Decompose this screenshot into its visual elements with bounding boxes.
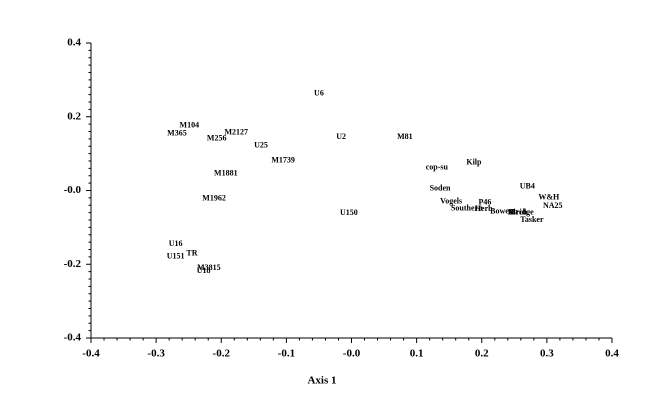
- point-label: Birch: [508, 207, 528, 216]
- x-tick-label: 0.3: [540, 348, 554, 360]
- point-label: U2: [336, 132, 346, 141]
- point-label: Bower: [490, 206, 513, 215]
- point-label: M1962: [202, 193, 226, 202]
- x-tick-label: 0.2: [475, 348, 489, 360]
- x-tick-label: -0.2: [213, 348, 231, 360]
- point-label: U6: [314, 88, 324, 97]
- point-label: NA25: [543, 201, 563, 210]
- x-tick-label: 0.4: [605, 348, 619, 360]
- x-tick-label: -0.4: [82, 348, 100, 360]
- y-tick-label: -0.0: [64, 184, 82, 196]
- point-label: M1739: [271, 155, 295, 164]
- point-label: U150: [340, 208, 358, 217]
- point-label: M365: [167, 129, 187, 138]
- point-label: Bridge: [511, 207, 535, 216]
- point-label: Soden: [430, 183, 451, 192]
- point-label: UB4: [520, 181, 535, 190]
- point-label: Vogels: [440, 196, 462, 205]
- point-label: M2127: [224, 127, 248, 136]
- y-tick-label: -0.2: [64, 258, 82, 270]
- y-tick-label: 0.2: [67, 110, 81, 122]
- point-label: W&H: [538, 192, 560, 201]
- point-label: cop-su: [426, 162, 449, 171]
- point-label: M1881: [214, 168, 238, 177]
- point-label: U151: [167, 251, 185, 260]
- point-label: M81: [397, 132, 413, 141]
- x-tick-label: -0.1: [278, 348, 295, 360]
- x-tick-label: -0.0: [343, 348, 361, 360]
- point-label: Kilp: [466, 157, 482, 166]
- point-label: M3815: [197, 263, 221, 272]
- point-label: U18: [197, 266, 211, 275]
- point-label: U16: [169, 239, 183, 248]
- point-label: M104: [180, 120, 200, 129]
- point-label: Herb: [475, 204, 493, 213]
- y-tick-label: -0.4: [64, 332, 82, 344]
- point-label: Mt: [508, 207, 519, 216]
- point-label: U25: [254, 140, 268, 149]
- point-label: M256: [207, 133, 227, 142]
- x-axis-label: Axis 1: [307, 375, 336, 387]
- point-label: Southern: [451, 203, 483, 212]
- point-label: P46: [479, 197, 492, 206]
- y-tick-label: 0.4: [67, 37, 81, 49]
- point-label: TR: [186, 248, 197, 257]
- point-label: Tasker: [520, 215, 544, 224]
- x-tick-label: -0.3: [147, 348, 165, 360]
- x-tick-label: 0.1: [410, 348, 424, 360]
